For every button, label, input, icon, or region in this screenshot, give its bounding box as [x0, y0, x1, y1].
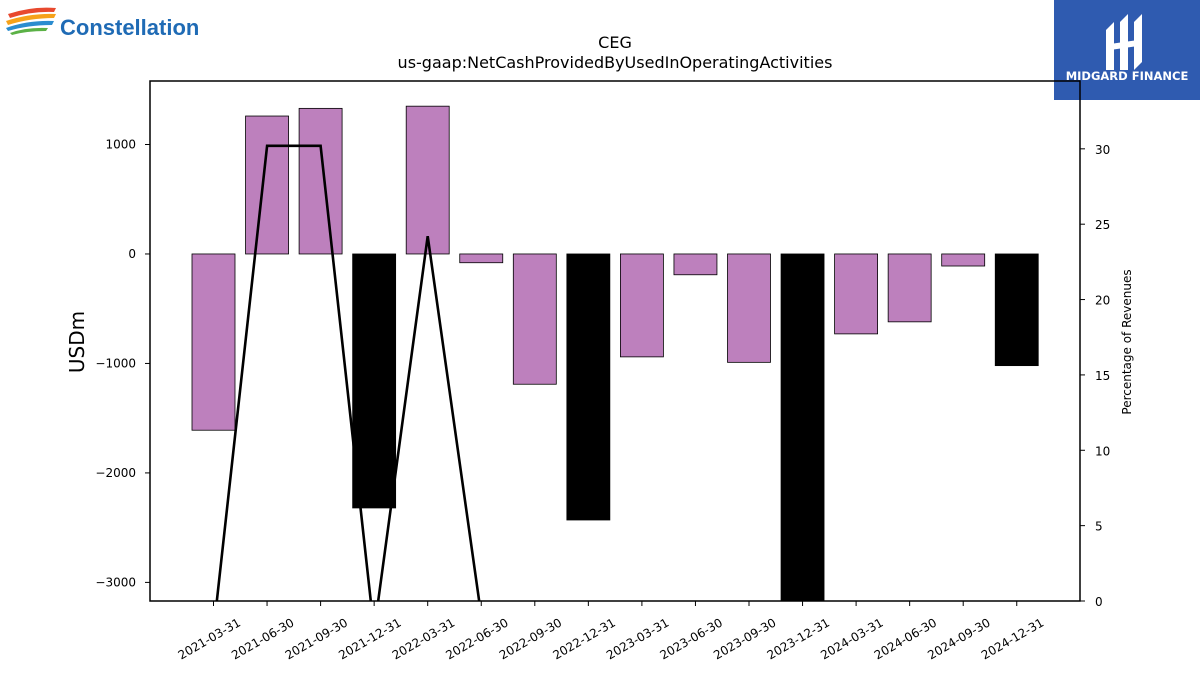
chart-title: CEG [598, 33, 632, 52]
y-axis-label: USDm [65, 311, 89, 373]
bar-2021-03-31 [191, 253, 236, 431]
logo-swoosh-red [8, 7, 56, 18]
y-tick-label: −1000 [95, 356, 136, 370]
y-tick-label: −3000 [95, 575, 136, 589]
y2-tick-label: 5 [1095, 520, 1103, 534]
chart-subtitle: us-gaap:NetCashProvidedByUsedInOperating… [398, 53, 833, 72]
bar-2022-12-31 [566, 253, 611, 521]
bar-2021-12-31 [352, 253, 397, 509]
plot-frame [149, 80, 1081, 602]
midgard-finance-logo: MIDGARD FINANCE [1054, 0, 1200, 100]
logo-swoosh-blue [6, 20, 54, 31]
y2-tick-label: 25 [1095, 218, 1110, 232]
line-series-layer [215, 144, 481, 601]
y-tick-label: 0 [128, 247, 136, 261]
bar-2023-12-31 [780, 253, 825, 601]
bar-2023-06-30 [673, 253, 718, 276]
y-tick-label: 1000 [105, 137, 136, 151]
bar-2024-12-31 [994, 253, 1039, 367]
bar-2022-09-30 [512, 253, 557, 385]
bar-2023-09-30 [727, 253, 771, 363]
midgard-monogram-icon [1106, 14, 1142, 70]
bar-2021-09-30 [298, 107, 343, 255]
bar-2023-03-31 [620, 253, 664, 358]
constellation-logo: Constellation [4, 4, 214, 44]
bar-2024-06-30 [887, 253, 932, 323]
y-tick-label: −2000 [95, 466, 136, 480]
midgard-wordmark: MIDGARD FINANCE [1066, 69, 1189, 83]
logo-swoosh-green [10, 27, 48, 35]
bar-2024-09-30 [941, 253, 986, 267]
bar-2021-06-30 [245, 115, 289, 255]
bar-2022-03-31 [405, 105, 450, 255]
y2-tick-label: 0 [1095, 595, 1103, 609]
y2-tick-label: 20 [1095, 294, 1110, 308]
logo-swoosh-orange [6, 13, 56, 25]
constellation-wordmark: Constellation [60, 15, 199, 40]
percentage-line [215, 144, 481, 601]
bar-2022-06-30 [459, 253, 504, 264]
y2-axis-label: Percentage of Revenues [1120, 269, 1134, 414]
bar-2024-03-31 [834, 253, 878, 335]
y2-tick-label: 30 [1095, 143, 1110, 157]
y2-tick-label: 10 [1095, 444, 1110, 458]
y2-tick-label: 15 [1095, 369, 1110, 383]
bar-series [191, 105, 1039, 601]
